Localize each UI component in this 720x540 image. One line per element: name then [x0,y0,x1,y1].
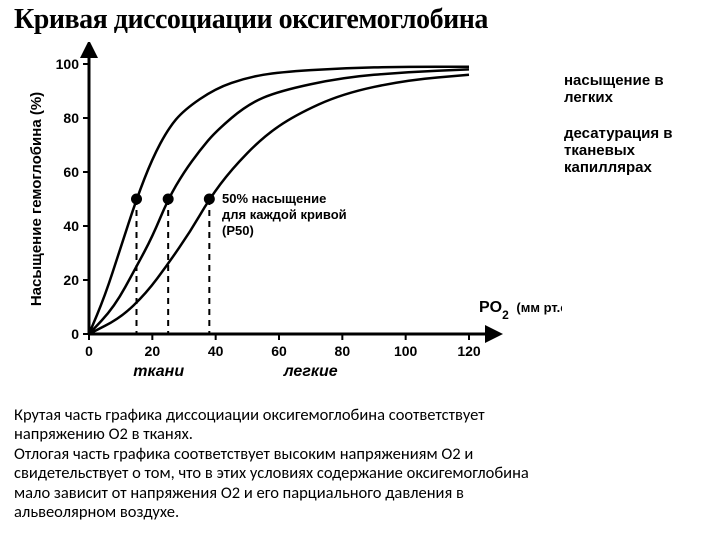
page-title: Кривая диссоциации оксигемоглобина [14,4,706,36]
svg-text:100: 100 [56,56,80,72]
svg-text:80: 80 [63,110,79,126]
side-labels: насыщение в легких десатурация в тканевы… [564,72,704,194]
page: Кривая диссоциации оксигемоглобина 0 20 40… [0,0,720,540]
svg-text:20: 20 [63,272,79,288]
svg-text:для каждой кривой: для каждой кривой [222,207,347,222]
chart-wrapper: 0 20 40 60 80 100 0 20 40 60 80 100 120 Насыщение гем… [14,42,706,402]
svg-text:(P50): (P50) [222,223,254,238]
svg-text:Насыщение гемоглобина (%): Насыщение гемоглобина (%) [28,92,45,306]
svg-text:легкие: легкие [283,363,338,380]
svg-text:60: 60 [271,343,287,359]
dissociation-chart: 0 20 40 60 80 100 0 20 40 60 80 100 120 Насыщение гем… [14,42,562,402]
svg-text:40: 40 [208,343,224,359]
svg-text:100: 100 [394,343,418,359]
svg-text:PO2 (мм рт.ст.): PO2 (мм рт.ст.) [479,299,562,322]
svg-text:0: 0 [85,343,93,359]
side-label-lungs: насыщение в легких [564,72,704,107]
svg-text:40: 40 [63,218,79,234]
svg-text:60: 60 [63,164,79,180]
svg-text:50% насыщение: 50% насыщение [222,191,326,206]
svg-text:20: 20 [145,343,161,359]
caption-text: Крутая часть графика диссоциации оксигем… [14,406,706,523]
svg-text:80: 80 [335,343,351,359]
svg-text:0: 0 [71,326,79,342]
svg-text:ткани: ткани [133,363,184,380]
side-label-tissues: десатурация в тканевых капиллярах [564,125,704,177]
svg-text:120: 120 [457,343,481,359]
